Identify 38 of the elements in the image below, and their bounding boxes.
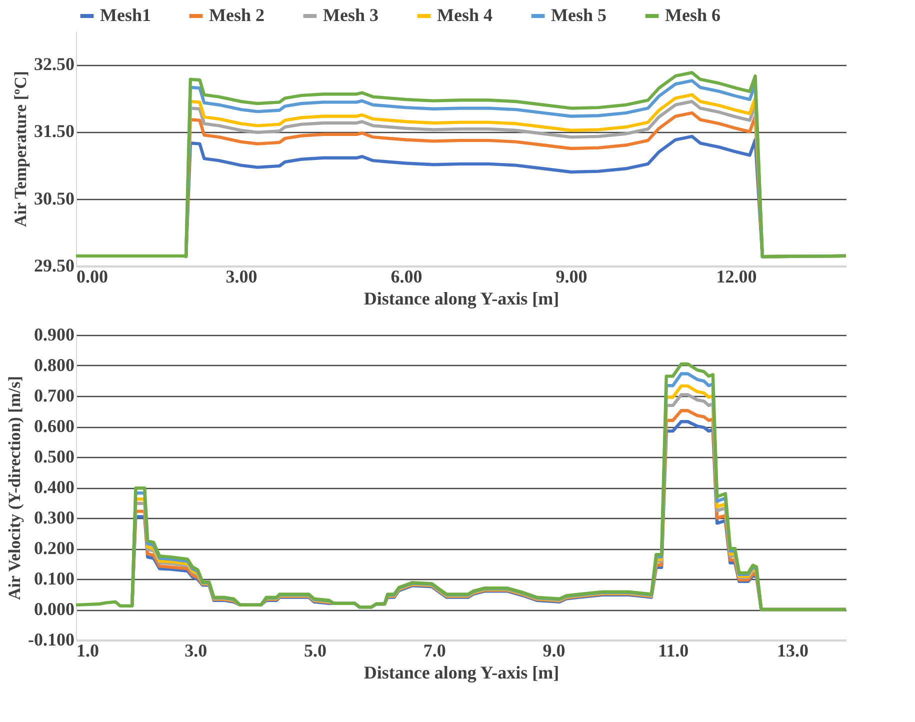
x-tick-label: 3.00 [226, 266, 258, 286]
y-tick-label: 0.900 [34, 324, 74, 344]
y-tick-label: 0.500 [34, 446, 74, 466]
y-tick-label: 30.50 [34, 188, 74, 208]
x-tick-label: 6.00 [390, 266, 422, 286]
y-tick-label: 0.700 [34, 386, 74, 406]
x-tick-label: 9.00 [556, 266, 588, 286]
legend-label: Mesh1 [100, 5, 151, 25]
x-tick-label: 5.0 [304, 640, 327, 660]
x-tick-label: 0.00 [76, 266, 108, 286]
x-tick-label: 13.0 [777, 640, 809, 660]
legend-label: Mesh 2 [209, 5, 264, 25]
y-tick-label: 0.600 [34, 416, 74, 436]
y-tick-label: 29.50 [34, 256, 74, 276]
y-tick-label: 31.50 [34, 121, 74, 142]
y-tick-label: 0.100 [34, 568, 74, 588]
legend-label: Mesh 5 [551, 5, 606, 25]
x-tick-label: 11.0 [658, 640, 689, 660]
legend-label: Mesh 3 [323, 5, 378, 25]
x-tick-label: 12.00 [716, 266, 757, 286]
legend-label: Mesh 6 [665, 5, 720, 25]
x-tick-label: 7.0 [423, 640, 446, 660]
y-tick-label: -0.100 [28, 630, 74, 650]
x-tick-label: 9.0 [542, 640, 566, 660]
y-tick-label: 0.300 [34, 508, 74, 528]
line-series [76, 71, 846, 258]
x-axis-title: Distance along Y-axis [m] [364, 288, 560, 308]
y-tick-label: 0.800 [34, 355, 74, 375]
y-axis-title: Air Temperature [ºC] [11, 70, 30, 228]
y-tick-label: 0.200 [34, 538, 74, 558]
x-tick-label: 3.0 [184, 640, 208, 660]
x-axis-title: Distance along Y-axis [m] [364, 662, 560, 682]
y-tick-label: 0.000 [34, 599, 74, 619]
x-tick-label: 1.0 [76, 640, 99, 660]
y-axis-title: Air Velocity (Y-direction) [m/s] [5, 376, 24, 600]
y-tick-label: 0.400 [34, 477, 74, 497]
y-tick-label: 32.50 [34, 54, 74, 74]
legend-label: Mesh 4 [437, 5, 492, 25]
